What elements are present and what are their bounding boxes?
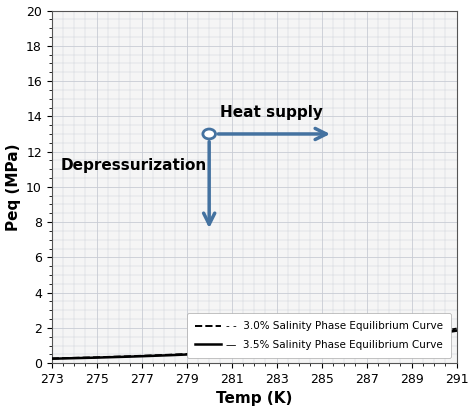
Text: Depressurization: Depressurization	[61, 158, 207, 173]
X-axis label: Temp (K): Temp (K)	[216, 391, 292, 407]
Text: Heat supply: Heat supply	[220, 105, 323, 120]
Circle shape	[203, 129, 216, 139]
Legend: - -  3.0% Salinity Phase Equilibrium Curve, —  3.5% Salinity Phase Equilibrium C: - - 3.0% Salinity Phase Equilibrium Curv…	[186, 313, 451, 358]
Y-axis label: Peq (MPa): Peq (MPa)	[6, 143, 20, 231]
